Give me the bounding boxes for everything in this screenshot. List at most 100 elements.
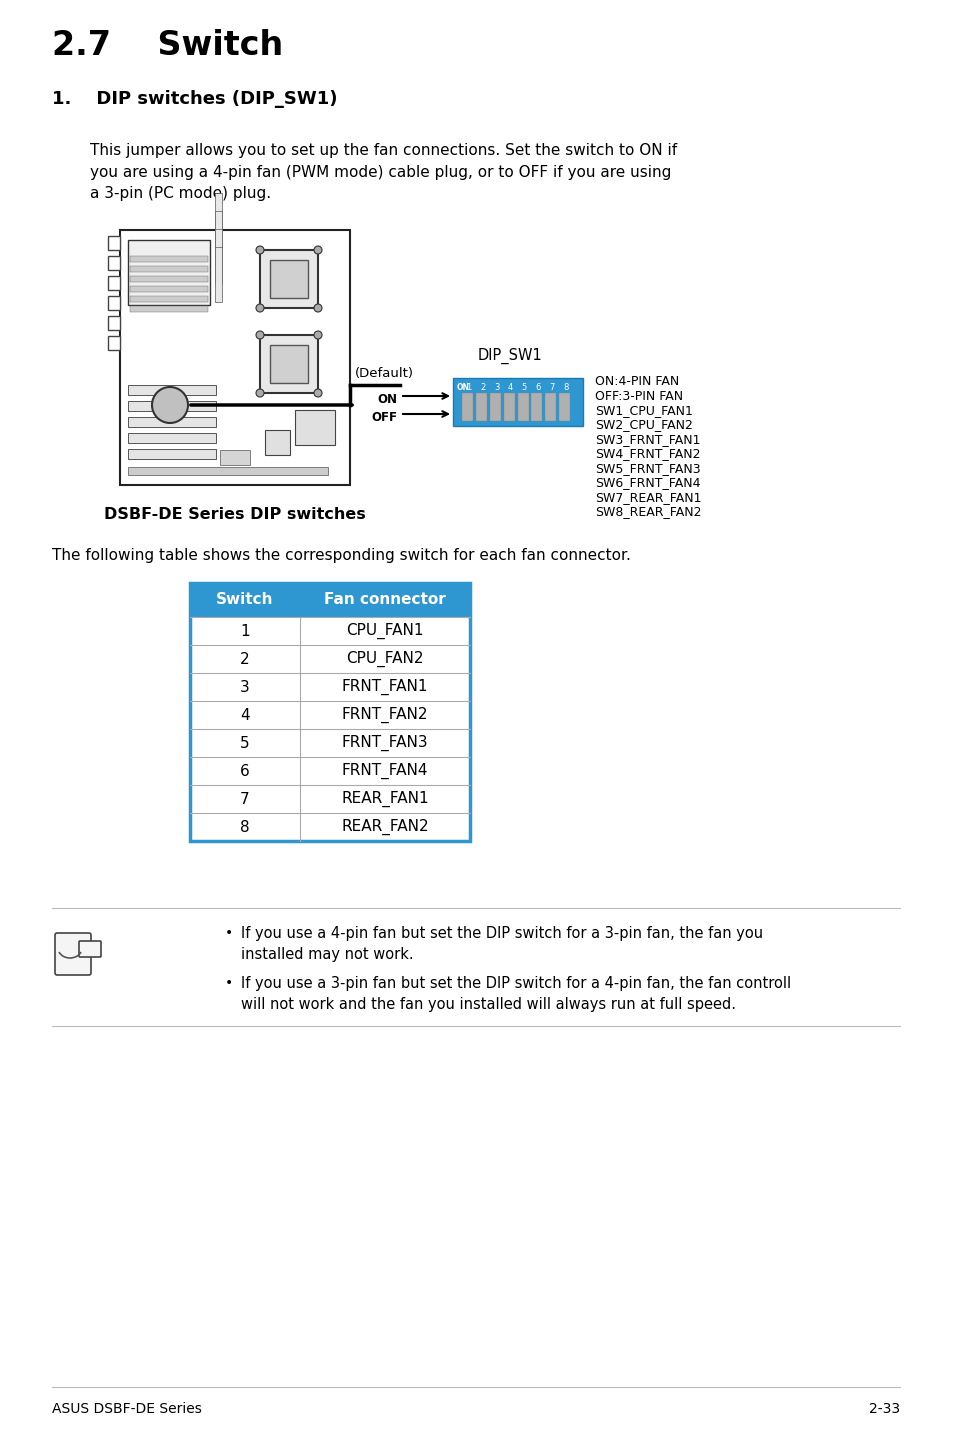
FancyBboxPatch shape <box>79 940 101 958</box>
Text: DIP_SW1: DIP_SW1 <box>477 348 542 364</box>
Bar <box>214 193 222 247</box>
Text: SW1_CPU_FAN1: SW1_CPU_FAN1 <box>595 404 692 417</box>
Text: REAR_FAN1: REAR_FAN1 <box>341 791 428 807</box>
Bar <box>220 450 250 464</box>
Bar <box>214 229 222 283</box>
Text: OFF:3-PIN FAN: OFF:3-PIN FAN <box>595 390 682 403</box>
Text: 1: 1 <box>466 383 471 393</box>
Bar <box>558 393 570 421</box>
Text: SW4_FRNT_FAN2: SW4_FRNT_FAN2 <box>595 447 700 460</box>
Bar <box>128 417 215 427</box>
Text: FRNT_FAN3: FRNT_FAN3 <box>341 735 428 751</box>
Bar <box>294 410 335 444</box>
Text: DSBF-DE Series DIP switches: DSBF-DE Series DIP switches <box>104 508 366 522</box>
Text: If you use a 4-pin fan but set the DIP switch for a 3-pin fan, the fan you
insta: If you use a 4-pin fan but set the DIP s… <box>241 926 762 962</box>
Text: SW3_FRNT_FAN1: SW3_FRNT_FAN1 <box>595 433 700 446</box>
Circle shape <box>255 331 264 339</box>
Text: The following table shows the corresponding switch for each fan connector.: The following table shows the correspond… <box>52 548 630 564</box>
Bar <box>108 296 120 311</box>
Bar <box>130 266 208 272</box>
Bar <box>128 433 215 443</box>
Text: This jumper allows you to set up the fan connections. Set the switch to ON if
yo: This jumper allows you to set up the fan… <box>90 142 677 201</box>
Text: (Default): (Default) <box>355 367 414 380</box>
Text: 6: 6 <box>240 764 250 778</box>
Bar <box>260 335 317 393</box>
Text: ON: ON <box>376 393 396 406</box>
Text: 8: 8 <box>562 383 568 393</box>
Circle shape <box>255 390 264 397</box>
Text: FRNT_FAN4: FRNT_FAN4 <box>341 764 428 779</box>
Text: 7: 7 <box>549 383 554 393</box>
Bar <box>190 582 470 841</box>
Text: 2: 2 <box>479 383 485 393</box>
Text: If you use a 3-pin fan but set the DIP switch for a 4-pin fan, the fan controll
: If you use a 3-pin fan but set the DIP s… <box>241 976 790 1012</box>
Text: ON: ON <box>456 383 470 393</box>
Bar <box>130 256 208 262</box>
Text: SW8_REAR_FAN2: SW8_REAR_FAN2 <box>595 506 700 519</box>
Text: 3: 3 <box>240 680 250 695</box>
Bar <box>270 260 308 298</box>
Text: SW5_FRNT_FAN3: SW5_FRNT_FAN3 <box>595 462 700 475</box>
Circle shape <box>314 246 322 255</box>
Text: SW2_CPU_FAN2: SW2_CPU_FAN2 <box>595 418 692 431</box>
Circle shape <box>314 390 322 397</box>
Bar <box>490 393 500 421</box>
Bar <box>130 286 208 292</box>
Bar <box>130 306 208 312</box>
Bar <box>130 276 208 282</box>
Text: REAR_FAN2: REAR_FAN2 <box>341 818 428 835</box>
Text: 8: 8 <box>240 820 250 834</box>
Bar <box>214 211 222 266</box>
Bar <box>128 385 215 395</box>
Bar <box>476 393 487 421</box>
Text: ASUS DSBF-DE Series: ASUS DSBF-DE Series <box>52 1402 202 1416</box>
Text: •: • <box>225 976 233 989</box>
Bar <box>120 230 350 485</box>
Bar <box>128 467 328 475</box>
Bar <box>128 240 210 305</box>
Bar <box>128 449 215 459</box>
Text: 1: 1 <box>240 624 250 638</box>
Text: SW7_REAR_FAN1: SW7_REAR_FAN1 <box>595 490 700 503</box>
Bar <box>108 336 120 349</box>
Text: Switch: Switch <box>216 592 274 607</box>
Text: 4: 4 <box>507 383 513 393</box>
Bar <box>260 250 317 308</box>
Text: Fan connector: Fan connector <box>324 592 445 607</box>
Text: FRNT_FAN2: FRNT_FAN2 <box>341 707 428 723</box>
Bar <box>108 236 120 250</box>
Bar <box>108 256 120 270</box>
Bar <box>108 316 120 329</box>
Text: 3: 3 <box>494 383 498 393</box>
Circle shape <box>314 331 322 339</box>
Text: 5: 5 <box>240 735 250 751</box>
Bar <box>130 296 208 302</box>
Text: 4: 4 <box>240 707 250 722</box>
Bar <box>265 430 290 454</box>
Text: SW6_FRNT_FAN4: SW6_FRNT_FAN4 <box>595 476 700 489</box>
Bar <box>128 401 215 411</box>
Text: •: • <box>225 926 233 940</box>
Text: CPU_FAN2: CPU_FAN2 <box>346 651 423 667</box>
Bar <box>270 345 308 383</box>
Text: 7: 7 <box>240 791 250 807</box>
Bar <box>531 393 542 421</box>
Text: CPU_FAN1: CPU_FAN1 <box>346 623 423 638</box>
Bar <box>545 393 556 421</box>
Text: ON:4-PIN FAN: ON:4-PIN FAN <box>595 375 679 388</box>
Text: 2.7    Switch: 2.7 Switch <box>52 29 283 62</box>
Circle shape <box>255 303 264 312</box>
Bar <box>503 393 515 421</box>
Circle shape <box>255 246 264 255</box>
Text: 6: 6 <box>535 383 540 393</box>
Text: 1.    DIP switches (DIP_SW1): 1. DIP switches (DIP_SW1) <box>52 91 337 108</box>
FancyBboxPatch shape <box>55 933 91 975</box>
Text: OFF: OFF <box>371 411 396 424</box>
Bar <box>214 247 222 302</box>
Text: 5: 5 <box>521 383 526 393</box>
Text: 2: 2 <box>240 651 250 666</box>
Circle shape <box>314 303 322 312</box>
Bar <box>108 276 120 290</box>
Bar <box>462 393 473 421</box>
Bar <box>190 582 470 617</box>
